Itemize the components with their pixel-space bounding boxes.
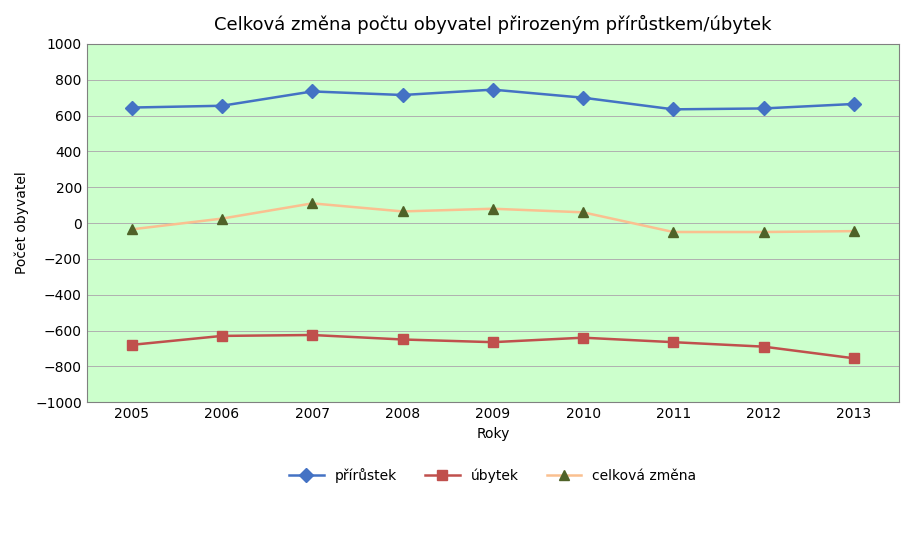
přírůstek (397, 92, 408, 98)
úbytek (217, 333, 228, 339)
celková změna (487, 205, 498, 212)
Title: Celková změna počtu obyvatel přirozeným přírůstkem/úbytek: Celková změna počtu obyvatel přirozeným … (214, 15, 771, 34)
Line: celková změna: celková změna (127, 199, 859, 237)
úbytek (578, 334, 589, 341)
přírůstek (217, 103, 228, 109)
přírůstek (487, 86, 498, 93)
přírůstek (578, 94, 589, 101)
X-axis label: Roky: Roky (476, 426, 509, 441)
úbytek (397, 336, 408, 343)
přírůstek (307, 88, 318, 94)
úbytek (487, 339, 498, 346)
přírůstek (668, 106, 679, 112)
celková změna (758, 229, 769, 235)
Line: přírůstek: přírůstek (127, 85, 859, 114)
úbytek (848, 355, 859, 361)
Line: úbytek: úbytek (127, 330, 859, 363)
celková změna (668, 229, 679, 235)
přírůstek (758, 105, 769, 112)
celková změna (848, 228, 859, 234)
celková změna (126, 226, 137, 233)
celková změna (397, 208, 408, 215)
celková změna (578, 209, 589, 216)
celková změna (307, 200, 318, 206)
celková změna (217, 215, 228, 222)
přírůstek (848, 100, 859, 107)
Y-axis label: Počet obyvatel: Počet obyvatel (15, 171, 29, 275)
úbytek (126, 342, 137, 348)
úbytek (668, 339, 679, 346)
přírůstek (126, 104, 137, 111)
úbytek (758, 343, 769, 350)
Legend: přírůstek, úbytek, celková změna: přírůstek, úbytek, celková změna (283, 463, 702, 489)
úbytek (307, 332, 318, 339)
